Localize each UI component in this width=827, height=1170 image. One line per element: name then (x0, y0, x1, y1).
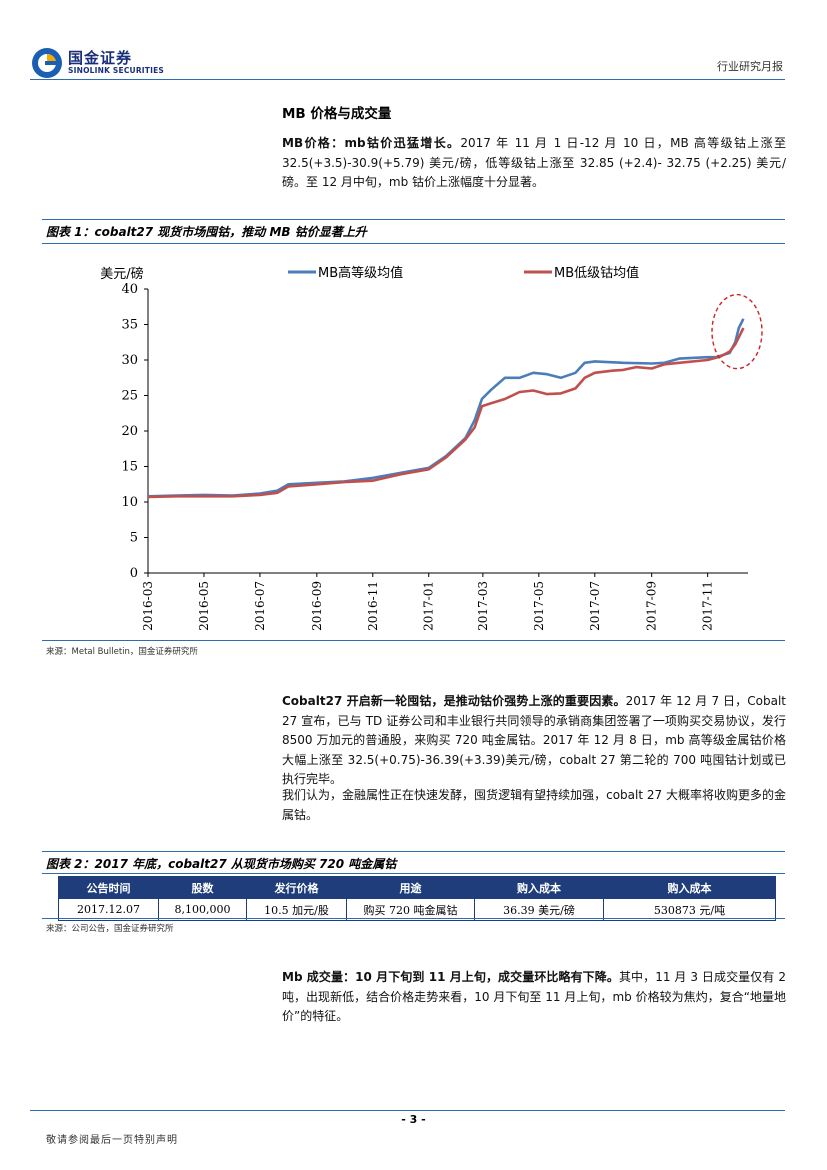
table-header-cell: 股数 (158, 876, 247, 899)
x-tick-label: 2017-11 (701, 581, 715, 631)
paragraph-cobalt27: Cobalt27 开启新一轮囤钴，是推动钴价强势上涨的重要因素。2017 年 1… (282, 692, 786, 790)
x-tick-label: 2017-09 (645, 581, 659, 631)
y-tick-label: 10 (121, 495, 138, 510)
table-header-row: 公告时间 股数 发行价格 用途 购入成本 购入成本 (58, 876, 776, 899)
logo-mark-icon (32, 48, 62, 78)
table-header-cell: 公告时间 (58, 876, 159, 899)
paragraph-mb-price: MB价格：mb钴价迅猛增长。2017 年 11 月 1 日-12 月 10 日，… (282, 134, 786, 193)
paragraph-view: 我们认为，金融属性正在快速发酵，囤货逻辑有望持续加强，cobalt 27 大概率… (282, 786, 786, 825)
paragraph-body: 2017 年 12 月 7 日，Cobalt 27 宣布，已与 TD 证券公司和… (282, 694, 787, 786)
highlight-ellipse (711, 293, 763, 370)
table-cell: 购买 720 吨金属钴 (346, 898, 475, 921)
x-tick-label: 2016-11 (366, 581, 380, 631)
purchase-table: 公告时间 股数 发行价格 用途 购入成本 购入成本 2017.12.07 8,1… (58, 876, 776, 921)
paragraph-body: 2017 年 11 月 1 日-12 月 10 日，MB 高等级钴上涨至 32.… (282, 136, 787, 189)
footer-disclaimer: 敬请参阅最后一页特别声明 (46, 1135, 178, 1146)
paragraph-lead: Cobalt27 开启新一轮囤钴，是推动钴价强势上涨的重要因素。 (282, 694, 626, 708)
figure1-source: 来源：Metal Bulletin，国金证券研究所 (46, 647, 198, 657)
table-header-cell: 购入成本 (603, 876, 776, 899)
figure2-bottom-rule (42, 918, 785, 919)
figure2-top-rule (42, 851, 785, 852)
series-line (147, 318, 745, 498)
figure2-title: 图表 2：2017 年底，cobalt27 从现货市场购买 720 吨金属钴 (46, 857, 397, 871)
company-logo: 国金证券 SINOLINK SECURITIES (30, 46, 164, 82)
x-tick-label: 2016-03 (141, 581, 155, 631)
y-tick-label: 15 (121, 460, 138, 475)
figure1-title-rule (42, 243, 785, 244)
paragraph-body: 我们认为，金融属性正在快速发酵，囤货逻辑有望持续加强，cobalt 27 大概率… (282, 788, 786, 822)
figure2-title-rule (42, 873, 785, 874)
header-divider (30, 79, 785, 80)
y-tick-label: 35 (121, 318, 138, 333)
x-tick-label: 2017-05 (532, 581, 546, 631)
section-title: MB 价格与成交量 (282, 106, 392, 122)
table-header-cell: 用途 (346, 876, 475, 899)
paragraph-mb-volume: Mb 成交量：10 月下旬到 11 月上旬，成交量环比略有下降。其中，11 月 … (282, 968, 786, 1027)
logo-text-en: SINOLINK SECURITIES (68, 66, 165, 75)
y-tick-label: 40 (121, 282, 138, 297)
logo-text-cn: 国金证券 (68, 49, 133, 67)
page-number: - 3 - (401, 1113, 426, 1126)
series-line (147, 327, 745, 499)
y-axis-label: 美元/磅 (100, 266, 143, 282)
legend-label: MB高等级均值 (318, 265, 403, 281)
table-header-cell: 发行价格 (246, 876, 347, 899)
footer-divider (30, 1110, 785, 1111)
figure2-source: 来源：公司公告，国金证券研究所 (46, 924, 174, 934)
table-row: 2017.12.07 8,100,000 10.5 加元/股 购买 720 吨金… (58, 898, 776, 921)
table-cell: 8,100,000 (158, 898, 247, 921)
figure1-top-rule (42, 219, 785, 220)
paragraph-lead: MB价格：mb钴价迅猛增长。 (282, 136, 461, 150)
x-tick-label: 2016-07 (253, 581, 267, 631)
x-tick-label: 2016-09 (310, 581, 324, 631)
x-tick-label: 2017-07 (588, 581, 602, 631)
x-tick-label: 2017-01 (422, 581, 436, 631)
report-type: 行业研究月报 (717, 60, 783, 73)
y-tick-label: 25 (121, 389, 138, 404)
x-tick-label: 2017-03 (476, 581, 490, 631)
legend-label: MB低级钴均值 (554, 265, 639, 281)
y-tick-label: 0 (130, 566, 138, 581)
paragraph-lead: Mb 成交量：10 月下旬到 11 月上旬，成交量环比略有下降。 (282, 970, 619, 984)
table-cell: 2017.12.07 (58, 898, 159, 921)
cobalt-price-chart: 0 5 10 15 20 25 30 35 40 2016-03 2016-05 2016-07 201… (100, 265, 763, 631)
figure1-bottom-rule (42, 640, 785, 641)
table-cell: 10.5 加元/股 (246, 898, 347, 921)
y-tick-label: 20 (121, 424, 138, 439)
x-tick-label: 2016-05 (197, 581, 211, 631)
figure1-title: 图表 1：cobalt27 现货市场囤钴，推动 MB 钴价显著上升 (46, 225, 367, 239)
y-tick-label: 30 (121, 353, 138, 368)
table-cell: 530873 元/吨 (603, 898, 776, 921)
y-tick-label: 5 (130, 531, 138, 546)
paragraph-body: 其中，11 月 3 日成交量仅有 2 吨，出现新低，结合价格走势来看，10 月下… (282, 970, 786, 1023)
table-header-cell: 购入成本 (474, 876, 604, 899)
